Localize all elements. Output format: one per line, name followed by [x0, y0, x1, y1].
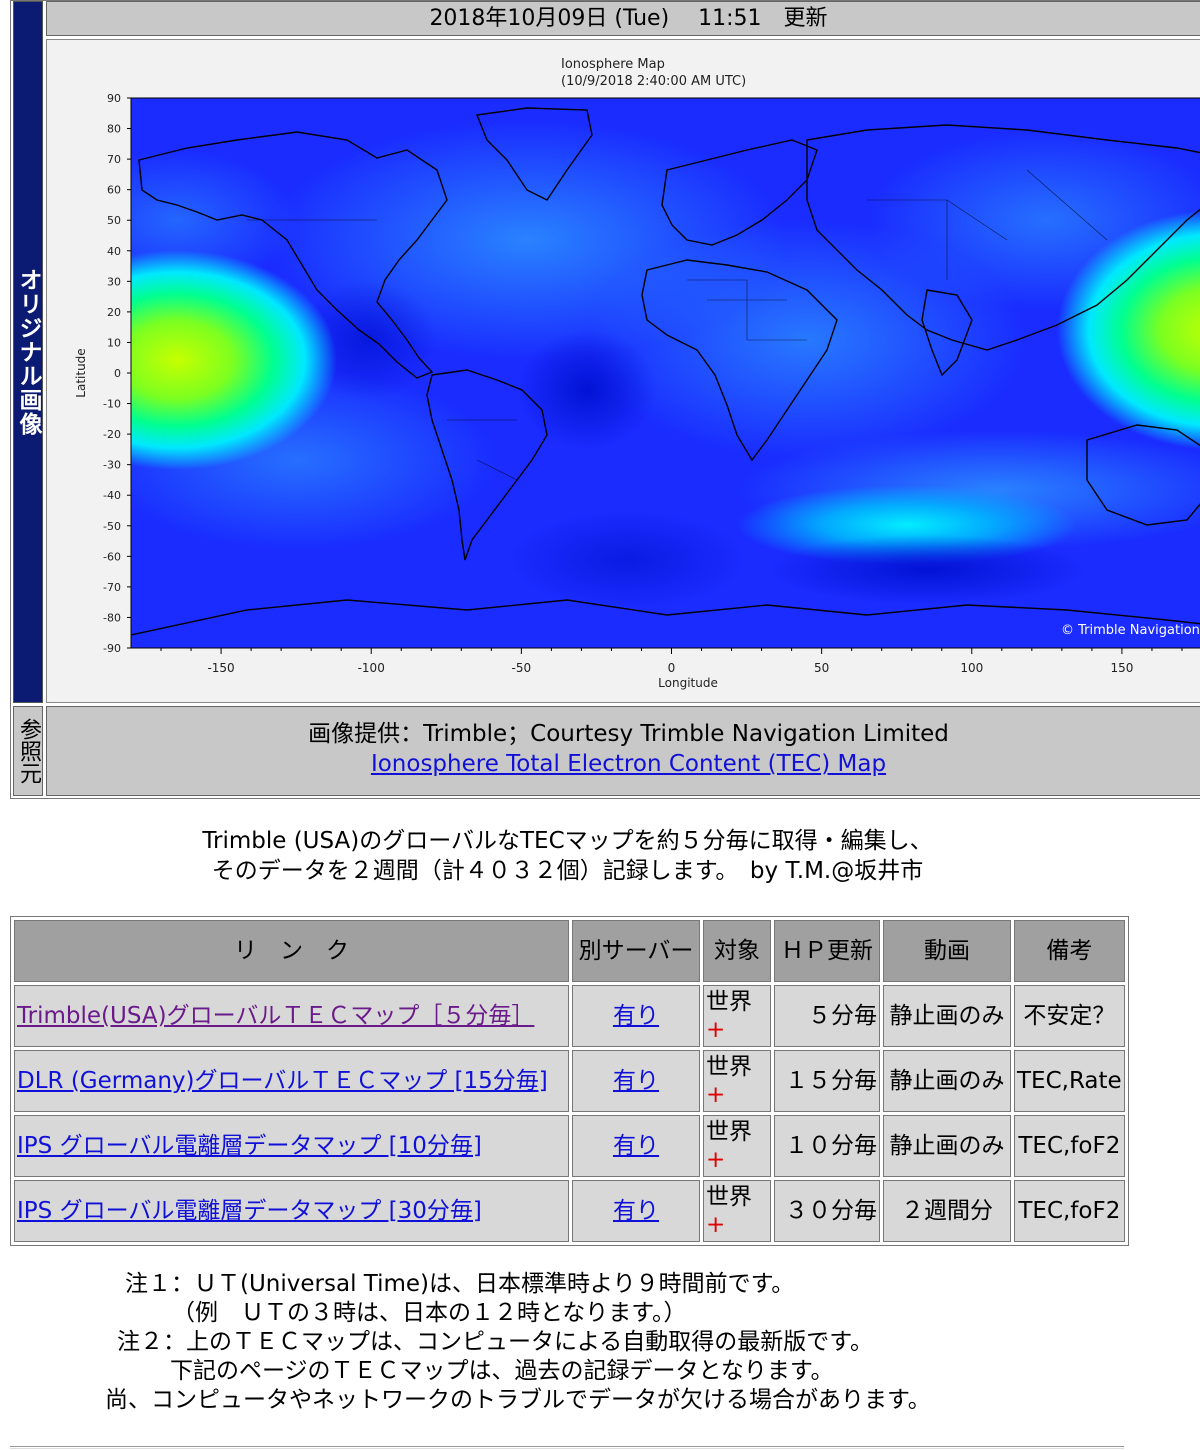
latitude-tick-label: -40	[103, 489, 121, 502]
table-row: DLR (Germany)グローバルＴＥＣマップ [15分毎] 有り 世界+ １…	[14, 1050, 1125, 1112]
note-1: 注１：ＵＴ(Universal Time)は、日本標準時より９時間前です。	[125, 1271, 795, 1297]
table-row: IPS グローバル電離層データマップ [30分毎] 有り 世界+ ３０分毎 ２週…	[14, 1180, 1125, 1242]
latitude-tick-label: -50	[103, 520, 121, 533]
target-label: 世界	[706, 1119, 752, 1145]
latitude-tick-label: 70	[107, 153, 121, 166]
longitude-tick-label: -100	[358, 661, 385, 675]
x-axis-label: Longitude	[658, 676, 718, 690]
table-header-row: リ ン ク 別サーバー 対象 ＨＰ更新 動画 備考	[14, 920, 1125, 982]
reference-label: 参照元	[13, 706, 43, 796]
original-image-frame: オリジナル画像 2018年10月09日 (Tue) 11:51 更新	[10, 0, 1200, 799]
alt-server-link[interactable]: 有り	[613, 1133, 659, 1159]
header-target: 対象	[703, 920, 771, 982]
header-alt-server: 別サーバー	[572, 920, 700, 982]
target-label: 世界	[706, 1184, 752, 1210]
original-image-label: オリジナル画像	[13, 1, 43, 703]
update-frequency: １５分毎	[774, 1050, 880, 1112]
longitude-tick-label: -50	[512, 661, 532, 675]
notes-section: 注１：ＵＴ(Universal Time)は、日本標準時より９時間前です。 （例…	[0, 1270, 1135, 1415]
longitude-tick-label: 100	[960, 661, 983, 675]
latitude-tick-label: 60	[107, 184, 121, 197]
animation-info: 静止画のみ	[883, 985, 1011, 1047]
header-animation: 動画	[883, 920, 1011, 982]
latitude-tick-label: -60	[103, 550, 121, 563]
target-label: 世界	[706, 1054, 752, 1080]
header-link: リ ン ク	[14, 920, 569, 982]
bottom-divider	[10, 1446, 1124, 1449]
y-axis-label: Latitude	[74, 348, 88, 397]
reference-panel: 画像提供：Trimble；Courtesy Trimble Navigation…	[46, 706, 1200, 796]
latitude-tick-label: 90	[107, 92, 121, 105]
latitude-tick-label: -80	[103, 611, 121, 624]
update-frequency: １０分毎	[774, 1115, 880, 1177]
map-link-dlr[interactable]: DLR (Germany)グローバルＴＥＣマップ [15分毎]	[17, 1068, 548, 1094]
map-link-trimble[interactable]: Trimble(USA)グローバルＴＥＣマップ［５分毎］	[17, 1003, 535, 1029]
map-link-ips-30min[interactable]: IPS グローバル電離層データマップ [30分毎]	[17, 1198, 482, 1224]
latitude-tick-label: 10	[107, 336, 121, 349]
target-label: 世界	[706, 989, 752, 1015]
latitude-tick-label: 80	[107, 123, 121, 136]
description-line-1: Trimble (USA)のグローバルなTECマップを約５分毎に取得・編集し、	[202, 828, 933, 854]
row-note: TEC,foF2	[1014, 1115, 1125, 1177]
map-subtitle: (10/9/2018 2:40:00 AM UTC)	[561, 74, 746, 89]
site-description: Trimble (USA)のグローバルなTECマップを約５分毎に取得・編集し、 …	[0, 826, 1135, 886]
latitude-tick-label: -70	[103, 581, 121, 594]
header-hp-update: ＨＰ更新	[774, 920, 880, 982]
latitude-tick-label: 0	[114, 367, 121, 380]
tec-map-source-link[interactable]: Ionosphere Total Electron Content (TEC) …	[370, 751, 887, 777]
longitude-tick-label: 0	[668, 661, 676, 675]
alt-server-link[interactable]: 有り	[613, 1068, 659, 1094]
latitude-tick-label: 40	[107, 245, 121, 258]
target-plus: +	[706, 1212, 726, 1238]
table-row: IPS グローバル電離層データマップ [10分毎] 有り 世界+ １０分毎 静止…	[14, 1115, 1125, 1177]
map-copyright: © Trimble Navigation	[1061, 623, 1200, 638]
target-plus: +	[706, 1017, 726, 1043]
image-credit: 画像提供：Trimble；Courtesy Trimble Navigation…	[308, 721, 949, 747]
latitude-tick-label: -20	[103, 428, 121, 441]
note-2-caveat: 尚、コンピュータやネットワークのトラブルでデータが欠ける場合があります。	[105, 1387, 931, 1413]
map-title: Ionosphere Map	[561, 57, 665, 72]
tec-map-links-table: リ ン ク 別サーバー 対象 ＨＰ更新 動画 備考 Trimble(USA)グロ…	[10, 916, 1129, 1246]
update-timestamp-bar: 2018年10月09日 (Tue) 11:51 更新	[46, 1, 1200, 36]
longitude-ticks: -150 -100 -50 0 50 100 150	[160, 648, 1183, 675]
row-note: TEC,foF2	[1014, 1180, 1125, 1242]
latitude-tick-label: -30	[103, 459, 121, 472]
update-frequency: ５分毎	[774, 985, 880, 1047]
ionosphere-map: Ionosphere Map (10/9/2018 2:40:00 AM UTC…	[74, 57, 1200, 690]
latitude-tick-label: 50	[107, 214, 121, 227]
note-2-detail: 下記のページのＴＥＣマップは、過去の記録データとなります。	[170, 1358, 834, 1384]
ionosphere-map-panel: Ionosphere Map (10/9/2018 2:40:00 AM UTC…	[46, 39, 1200, 703]
table-row: Trimble(USA)グローバルＴＥＣマップ［５分毎］ 有り 世界+ ５分毎 …	[14, 985, 1125, 1047]
alt-server-link[interactable]: 有り	[613, 1198, 659, 1224]
animation-info: 静止画のみ	[883, 1115, 1011, 1177]
note-1-example: （例 ＵＴの３時は、日本の１２時となります。）	[172, 1300, 687, 1326]
tec-maximum-east	[1057, 210, 1200, 450]
coastlines	[131, 107, 1200, 636]
map-link-ips-10min[interactable]: IPS グローバル電離層データマップ [10分毎]	[17, 1133, 482, 1159]
latitude-ticks: 90 80 70 60 50 40 30 20 10 0 -10 -20 -30 -40 -50 -60 -70…	[103, 92, 131, 655]
animation-info: 静止画のみ	[883, 1050, 1011, 1112]
update-frequency: ３０分毎	[774, 1180, 880, 1242]
animation-info: ２週間分	[883, 1180, 1011, 1242]
tec-maximum-west	[131, 250, 337, 470]
alt-server-link[interactable]: 有り	[613, 1003, 659, 1029]
longitude-tick-label: 150	[1110, 661, 1133, 675]
latitude-tick-label: -10	[103, 398, 121, 411]
note-2: 注２：上のＴＥＣマップは、コンピュータによる自動取得の最新版です。	[117, 1329, 874, 1355]
description-line-2: そのデータを２週間（計４０３２個）記録します。 by T.M.@坂井市	[211, 858, 924, 884]
longitude-tick-label: -150	[207, 661, 234, 675]
latitude-tick-label: 30	[107, 275, 121, 288]
row-note: TEC,Rate	[1014, 1050, 1125, 1112]
target-plus: +	[706, 1082, 726, 1108]
latitude-tick-label: 20	[107, 306, 121, 319]
longitude-tick-label: 50	[814, 661, 829, 675]
row-note: 不安定？	[1014, 985, 1125, 1047]
header-notes: 備考	[1014, 920, 1125, 982]
target-plus: +	[706, 1147, 726, 1173]
latitude-tick-label: -90	[103, 642, 121, 655]
